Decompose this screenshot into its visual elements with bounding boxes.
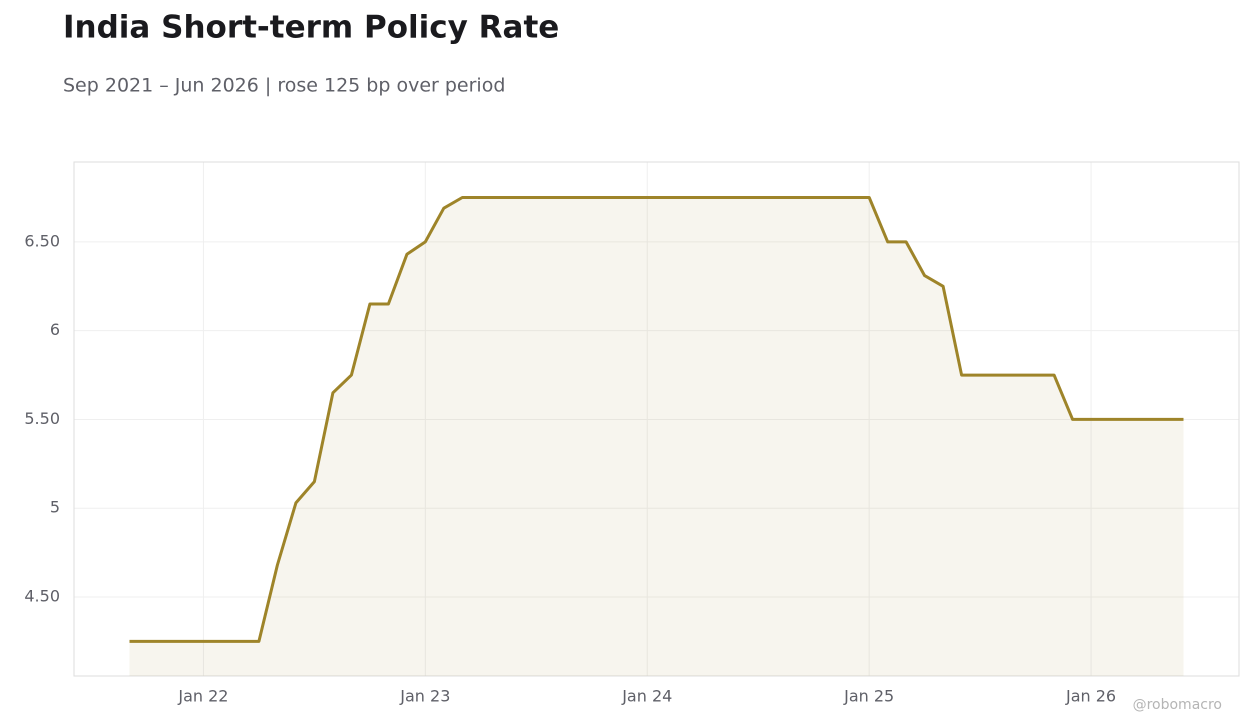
x-tick-label: Jan 24 (621, 687, 672, 706)
chart-subtitle: Sep 2021 – Jun 2026 | rose 125 bp over p… (63, 75, 505, 97)
area-fill (129, 197, 1184, 676)
y-tick-label: 6 (50, 320, 60, 339)
line (129, 196, 1184, 643)
watermark: @robomacro (1133, 697, 1222, 713)
y-tick-label: 4.50 (24, 586, 60, 605)
x-tick-label: Jan 23 (399, 687, 450, 706)
plot-frame (73, 161, 1240, 677)
x-tick-label: Jan 25 (843, 687, 894, 706)
chart-title: India Short-term Policy Rate (63, 10, 559, 46)
y-tick-label: 6.50 (24, 231, 60, 250)
y-tick-label: 5 (50, 498, 60, 517)
x-tick-label: Jan 26 (1065, 687, 1116, 706)
y-tick-label: 5.50 (24, 409, 60, 428)
x-tick-label: Jan 22 (177, 687, 228, 706)
